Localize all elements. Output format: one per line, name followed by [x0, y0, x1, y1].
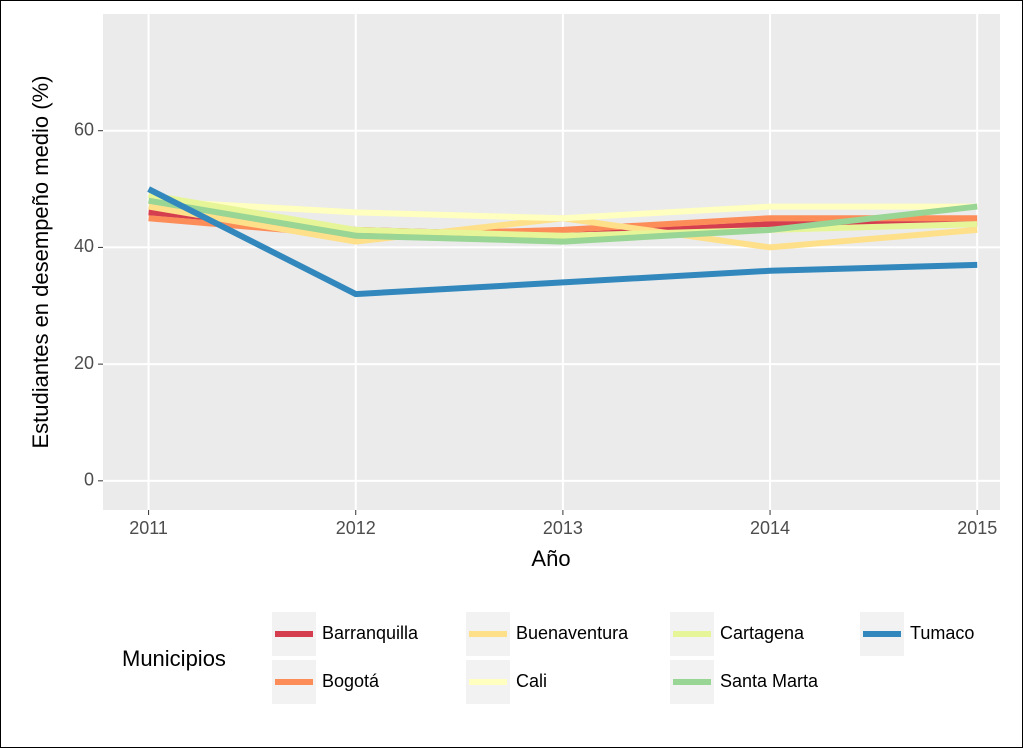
legend-label: Buenaventura [516, 623, 629, 643]
x-tick-label: 2013 [543, 518, 583, 538]
y-tick-label: 60 [74, 119, 94, 139]
series-line [148, 191, 978, 239]
x-tick-label: 2012 [336, 518, 376, 538]
x-tick-label: 2014 [750, 518, 790, 538]
x-tick-label: 2015 [957, 518, 997, 538]
panel [103, 14, 1000, 510]
legend-label: Barranquilla [322, 623, 419, 643]
legend-label: Bogotá [322, 671, 380, 691]
series-line [148, 197, 978, 245]
y-tick-label: 0 [84, 470, 94, 490]
legend-label: Tumaco [910, 623, 974, 643]
x-tick-label: 2011 [129, 518, 168, 538]
legend-label: Cartagena [720, 623, 805, 643]
legend-label: Cali [516, 671, 547, 691]
y-tick-label: 40 [74, 236, 94, 256]
series-line [147, 186, 978, 298]
y-axis-label: Estudiantes en desempeño medio (%) [28, 76, 53, 449]
y-tick-label: 20 [74, 353, 94, 373]
legend-label: Santa Marta [720, 671, 819, 691]
x-axis-label: Año [531, 546, 570, 571]
legend-title: Municipios [122, 646, 226, 671]
series-line [148, 197, 978, 222]
